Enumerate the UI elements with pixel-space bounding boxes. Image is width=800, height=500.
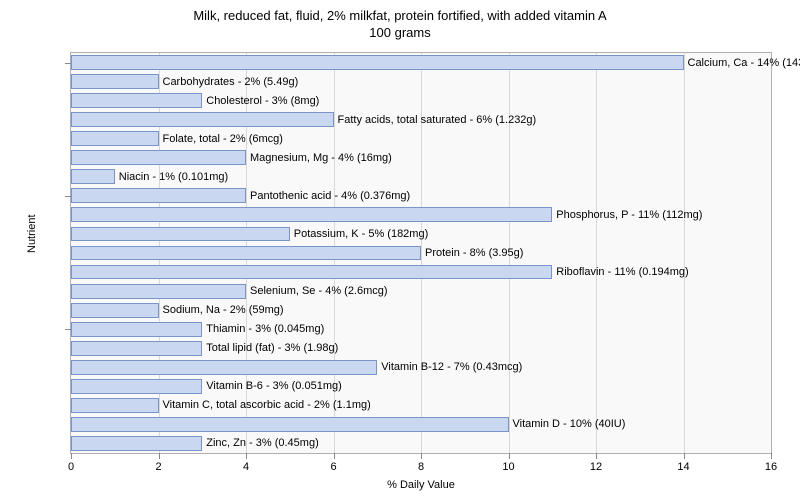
bar-label: Zinc, Zn - 3% (0.45mg) bbox=[206, 437, 318, 449]
bar-label: Pantothenic acid - 4% (0.376mg) bbox=[250, 190, 410, 202]
bar-row: Cholesterol - 3% (8mg) bbox=[71, 93, 771, 108]
bar bbox=[71, 112, 334, 127]
bar bbox=[71, 55, 684, 70]
bar-label: Fatty acids, total saturated - 6% (1.232… bbox=[338, 114, 537, 126]
bar-row: Vitamin C, total ascorbic acid - 2% (1.1… bbox=[71, 398, 771, 413]
bar bbox=[71, 284, 246, 299]
bar-label: Protein - 8% (3.95g) bbox=[425, 247, 523, 259]
bar-row: Riboflavin - 11% (0.194mg) bbox=[71, 265, 771, 280]
x-tick-label: 6 bbox=[330, 461, 336, 473]
bar-label: Potassium, K - 5% (182mg) bbox=[294, 228, 429, 240]
chart-title-line2: 100 grams bbox=[369, 25, 430, 40]
chart-title: Milk, reduced fat, fluid, 2% milkfat, pr… bbox=[0, 8, 800, 42]
bar-label: Vitamin C, total ascorbic acid - 2% (1.1… bbox=[163, 399, 371, 411]
x-axis-title: % Daily Value bbox=[71, 479, 771, 491]
x-tick-label: 2 bbox=[155, 461, 161, 473]
bar-row: Magnesium, Mg - 4% (16mg) bbox=[71, 150, 771, 165]
bar bbox=[71, 322, 202, 337]
x-tick bbox=[246, 453, 247, 459]
bar-label: Vitamin D - 10% (40IU) bbox=[513, 418, 626, 430]
chart-title-line1: Milk, reduced fat, fluid, 2% milkfat, pr… bbox=[193, 8, 606, 23]
y-major-tick bbox=[65, 63, 71, 64]
bar-label: Selenium, Se - 4% (2.6mcg) bbox=[250, 285, 388, 297]
bar-label: Riboflavin - 11% (0.194mg) bbox=[556, 266, 688, 278]
bar bbox=[71, 74, 159, 89]
bar-row: Selenium, Se - 4% (2.6mcg) bbox=[71, 284, 771, 299]
bar-row: Vitamin B-12 - 7% (0.43mcg) bbox=[71, 360, 771, 375]
bar-label: Vitamin B-6 - 3% (0.051mg) bbox=[206, 380, 342, 392]
bar bbox=[71, 360, 377, 375]
bar bbox=[71, 150, 246, 165]
bar-label: Cholesterol - 3% (8mg) bbox=[206, 95, 319, 107]
bar-label: Calcium, Ca - 14% (143mg) bbox=[688, 57, 800, 69]
bar-row: Zinc, Zn - 3% (0.45mg) bbox=[71, 436, 771, 451]
bar-row: Calcium, Ca - 14% (143mg) bbox=[71, 55, 771, 70]
bar-row: Vitamin B-6 - 3% (0.051mg) bbox=[71, 379, 771, 394]
bar-row: Protein - 8% (3.95g) bbox=[71, 246, 771, 261]
bar bbox=[71, 398, 159, 413]
x-tick bbox=[596, 453, 597, 459]
y-major-tick bbox=[65, 329, 71, 330]
x-tick-label: 14 bbox=[677, 461, 689, 473]
x-tick-label: 8 bbox=[418, 461, 424, 473]
bar bbox=[71, 265, 552, 280]
bar bbox=[71, 207, 552, 222]
bar bbox=[71, 417, 509, 432]
y-major-tick bbox=[65, 196, 71, 197]
plot-area: Nutrient % Daily Value 0246810121416Calc… bbox=[70, 52, 772, 454]
x-tick bbox=[421, 453, 422, 459]
x-tick-label: 4 bbox=[243, 461, 249, 473]
x-tick bbox=[771, 453, 772, 459]
bar-label: Thiamin - 3% (0.045mg) bbox=[206, 323, 324, 335]
x-tick bbox=[684, 453, 685, 459]
x-tick-label: 12 bbox=[590, 461, 602, 473]
bar-label: Total lipid (fat) - 3% (1.98g) bbox=[206, 342, 338, 354]
bar bbox=[71, 169, 115, 184]
bar bbox=[71, 188, 246, 203]
bar bbox=[71, 341, 202, 356]
bar bbox=[71, 436, 202, 451]
bar-row: Carbohydrates - 2% (5.49g) bbox=[71, 74, 771, 89]
figure: Milk, reduced fat, fluid, 2% milkfat, pr… bbox=[0, 0, 800, 500]
bar-row: Vitamin D - 10% (40IU) bbox=[71, 417, 771, 432]
bar-row: Phosphorus, P - 11% (112mg) bbox=[71, 207, 771, 222]
bar bbox=[71, 93, 202, 108]
bar-label: Sodium, Na - 2% (59mg) bbox=[163, 304, 284, 316]
bar-row: Niacin - 1% (0.101mg) bbox=[71, 169, 771, 184]
x-tick-label: 10 bbox=[502, 461, 514, 473]
bar-row: Total lipid (fat) - 3% (1.98g) bbox=[71, 341, 771, 356]
bar-label: Niacin - 1% (0.101mg) bbox=[119, 171, 228, 183]
bar-row: Pantothenic acid - 4% (0.376mg) bbox=[71, 188, 771, 203]
bar-label: Carbohydrates - 2% (5.49g) bbox=[163, 76, 299, 88]
bar bbox=[71, 246, 421, 261]
x-tick bbox=[509, 453, 510, 459]
bar bbox=[71, 303, 159, 318]
x-tick-label: 0 bbox=[68, 461, 74, 473]
x-tick-label: 16 bbox=[765, 461, 777, 473]
bar-label: Folate, total - 2% (6mcg) bbox=[163, 133, 283, 145]
bar-row: Fatty acids, total saturated - 6% (1.232… bbox=[71, 112, 771, 127]
bar-label: Phosphorus, P - 11% (112mg) bbox=[556, 209, 702, 221]
bar bbox=[71, 131, 159, 146]
bar bbox=[71, 379, 202, 394]
bar-row: Thiamin - 3% (0.045mg) bbox=[71, 322, 771, 337]
x-tick bbox=[334, 453, 335, 459]
bar bbox=[71, 227, 290, 242]
bar-row: Sodium, Na - 2% (59mg) bbox=[71, 303, 771, 318]
bar-row: Folate, total - 2% (6mcg) bbox=[71, 131, 771, 146]
bar-label: Magnesium, Mg - 4% (16mg) bbox=[250, 152, 392, 164]
bar-row: Potassium, K - 5% (182mg) bbox=[71, 227, 771, 242]
bar-label: Vitamin B-12 - 7% (0.43mcg) bbox=[381, 361, 522, 373]
x-tick bbox=[159, 453, 160, 459]
x-tick bbox=[71, 453, 72, 459]
